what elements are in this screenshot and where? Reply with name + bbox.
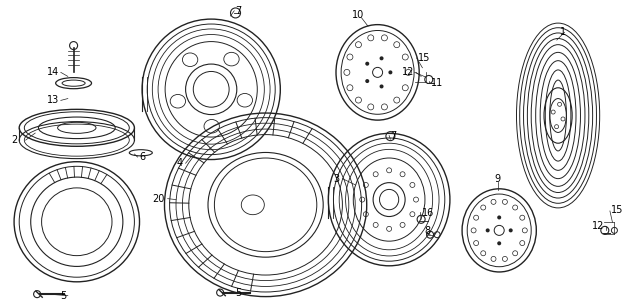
- Text: 6: 6: [140, 152, 146, 162]
- Text: 12: 12: [403, 67, 415, 77]
- Text: 1: 1: [560, 27, 566, 37]
- Text: 14: 14: [47, 67, 59, 77]
- Text: 9: 9: [495, 174, 501, 184]
- Text: 7: 7: [236, 6, 242, 16]
- Text: 2: 2: [11, 135, 17, 145]
- Circle shape: [486, 229, 490, 232]
- Text: 15: 15: [611, 205, 623, 215]
- Circle shape: [380, 56, 383, 60]
- Text: 11: 11: [431, 78, 443, 88]
- Circle shape: [388, 71, 392, 74]
- Text: 16: 16: [422, 208, 434, 217]
- Text: 15: 15: [418, 53, 430, 63]
- Text: 20: 20: [153, 194, 165, 204]
- Circle shape: [509, 229, 513, 232]
- Text: 13: 13: [47, 95, 59, 105]
- Circle shape: [365, 79, 369, 83]
- Text: 12: 12: [593, 221, 605, 231]
- Text: 4: 4: [176, 158, 182, 168]
- Text: 8: 8: [424, 226, 431, 236]
- Circle shape: [365, 62, 369, 66]
- Text: 5: 5: [60, 291, 67, 301]
- Text: 5: 5: [236, 288, 242, 298]
- Text: 7: 7: [390, 131, 397, 140]
- Circle shape: [497, 216, 501, 219]
- Text: 10: 10: [352, 10, 365, 20]
- Circle shape: [380, 84, 383, 88]
- Circle shape: [497, 241, 501, 245]
- Text: 3: 3: [333, 174, 339, 184]
